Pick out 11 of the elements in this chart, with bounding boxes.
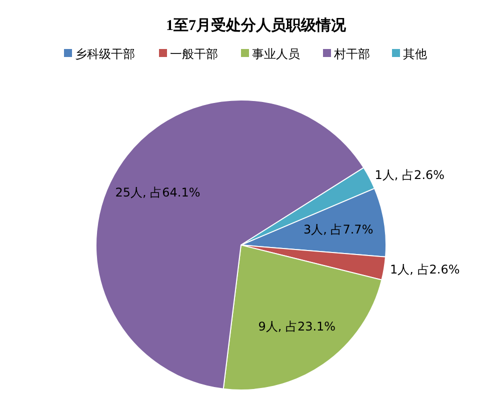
data-label: 1人, 占2.6% xyxy=(390,262,460,277)
data-label: 1人, 占2.6% xyxy=(374,168,445,182)
legend-label: 乡科级干部 xyxy=(75,47,135,62)
data-label: 25人, 占64.1% xyxy=(115,185,200,200)
legend-label: 其他 xyxy=(403,47,427,62)
legend-label: 村干部 xyxy=(333,47,370,62)
legend-label: 一般干部 xyxy=(170,47,218,62)
chart-title: 1至7月受处分人员职级情况 xyxy=(166,17,347,34)
data-label: 3人, 占7.7% xyxy=(303,222,374,237)
data-label: 9人, 占23.1% xyxy=(258,319,336,334)
legend-label: 事业人员 xyxy=(252,47,300,62)
